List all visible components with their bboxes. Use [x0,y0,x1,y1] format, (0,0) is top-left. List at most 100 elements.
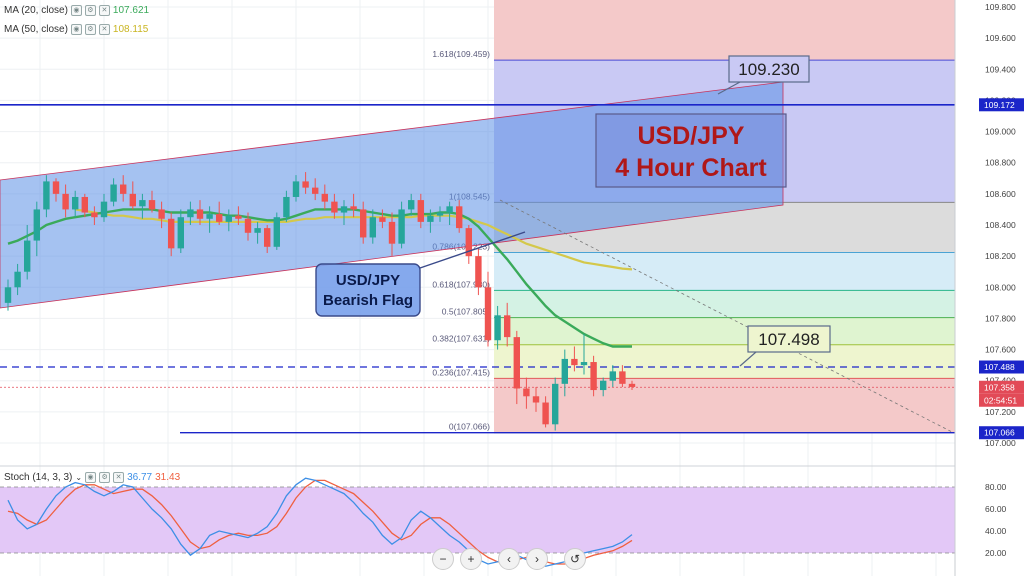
price-badge-label: 107.488 [984,362,1015,372]
annotations: USD/JPY 4 Hour Chart 109.230 107.498 USD/JPY… [315,55,831,367]
stoch-legend: Stoch (14, 3, 3) ⌄ ◉ ⚙ ✕ 36.77 31.43 [4,472,180,483]
price-tick-label: 109.000 [985,127,1016,137]
price-tick-label: 107.600 [985,345,1016,355]
stoch-tick-label: 60.00 [985,504,1007,514]
ma50-legend: MA (50, close) ◉ ⚙ ✕ 108.115 [4,24,148,35]
candle-body [417,200,424,222]
settings-icon[interactable]: ⚙ [84,5,96,16]
zoom-out-button[interactable]: − [432,548,454,570]
callout-top-box [728,55,810,83]
stoch-d-value: 31.43 [155,472,181,483]
candle-body [4,287,12,303]
candle-body [436,212,444,216]
fib-band [494,290,955,318]
ascending-channel [0,81,784,309]
candle-body [225,215,232,222]
stoch-label: Stoch (14, 3, 3) [4,472,73,483]
candle-body [331,201,338,213]
candle-body [312,187,319,194]
close-icon[interactable]: ✕ [113,472,125,483]
price-tick-label: 108.800 [985,158,1016,168]
candle-body [542,402,549,425]
stoch-tick-label: 80.00 [985,482,1007,492]
candle-body [187,209,194,218]
price-badge [979,98,1024,112]
price-badge [979,360,1024,374]
flag-callout-pointer [419,231,526,269]
close-icon[interactable]: ✕ [98,5,110,16]
candle-body [427,215,434,222]
price-badge [979,426,1024,440]
candle-body [532,396,540,403]
price-badge-label: 02:54:51 [984,395,1017,405]
candle-body [110,184,117,202]
eye-icon[interactable]: ◉ [85,472,97,483]
fib-level-label: 0.5(107.805) [442,307,490,317]
candle-body [139,200,146,207]
price-badge-label: 109.172 [984,100,1015,110]
candle-body [494,315,501,341]
candle-body [129,193,136,207]
price-tick-label: 107.800 [985,313,1016,323]
candle-body [321,193,328,202]
candle-body [216,214,223,222]
fib-level-label: 0(107.066) [449,422,490,432]
candle-body [283,196,290,218]
scroll-forward-button[interactable]: › [526,548,548,570]
candle-body [456,206,463,229]
candle-body [408,200,415,210]
candle-body [14,271,21,288]
candle-body [446,206,453,213]
flag-label-line1: USD/JPY [336,272,400,289]
axis-background [955,0,1024,576]
candle-body [302,181,309,188]
price-tick-label: 109.800 [985,2,1016,12]
candle-body [254,228,261,233]
scroll-back-button[interactable]: ‹ [498,548,520,570]
stoch-tick-label: 40.00 [985,526,1007,536]
candle-body [72,196,79,210]
close-icon[interactable]: ✕ [98,24,110,35]
candle-body [360,209,367,238]
settings-icon[interactable]: ⚙ [99,472,111,483]
fib-level-label: 0.236(107.415) [432,367,490,377]
candle-body [504,315,511,338]
reset-chart-button[interactable]: ↺ [564,548,586,570]
stochastic-pane [0,465,1024,567]
candle-body [561,358,568,384]
chart-title-line2: 4 Hour Chart [615,154,767,182]
dashed-trendline [499,199,953,433]
callout-mid-label: 107.498 [758,330,819,349]
candle-body [120,184,127,194]
candle-body [148,200,156,210]
fib-band [494,317,955,345]
price-tick-label: 107.000 [985,438,1016,448]
candle-body [206,214,213,219]
candle-body [43,181,50,210]
settings-icon[interactable]: ⚙ [84,24,96,35]
eye-icon[interactable]: ◉ [70,24,82,35]
candle-body [580,362,588,366]
trendline-dashed [499,199,953,433]
horizontal-levels [0,103,955,434]
candle-body [523,388,530,397]
price-axis: 109.800109.600109.400109.200109.000108.8… [954,0,1024,576]
fib-band [494,344,955,379]
candle-body [571,358,578,366]
candle-body [513,337,520,389]
chevron-down-icon[interactable]: ⌄ [75,473,83,482]
zoom-in-button[interactable]: + [460,548,482,570]
ma20-value: 107.621 [112,5,150,16]
price-tick-label: 109.400 [985,64,1016,74]
callout-top-label: 109.230 [738,60,799,79]
fib-extension-band [494,0,955,61]
callout-mid-pointer [739,351,757,367]
price-tick-label: 108.000 [985,282,1016,292]
eye-icon[interactable]: ◉ [70,5,82,16]
candle-body [235,215,242,219]
price-tick-label: 109.600 [985,33,1016,43]
candle-body [244,218,252,233]
stoch-tick-label: 20.00 [985,548,1007,558]
price-tick-label: 108.200 [985,251,1016,261]
